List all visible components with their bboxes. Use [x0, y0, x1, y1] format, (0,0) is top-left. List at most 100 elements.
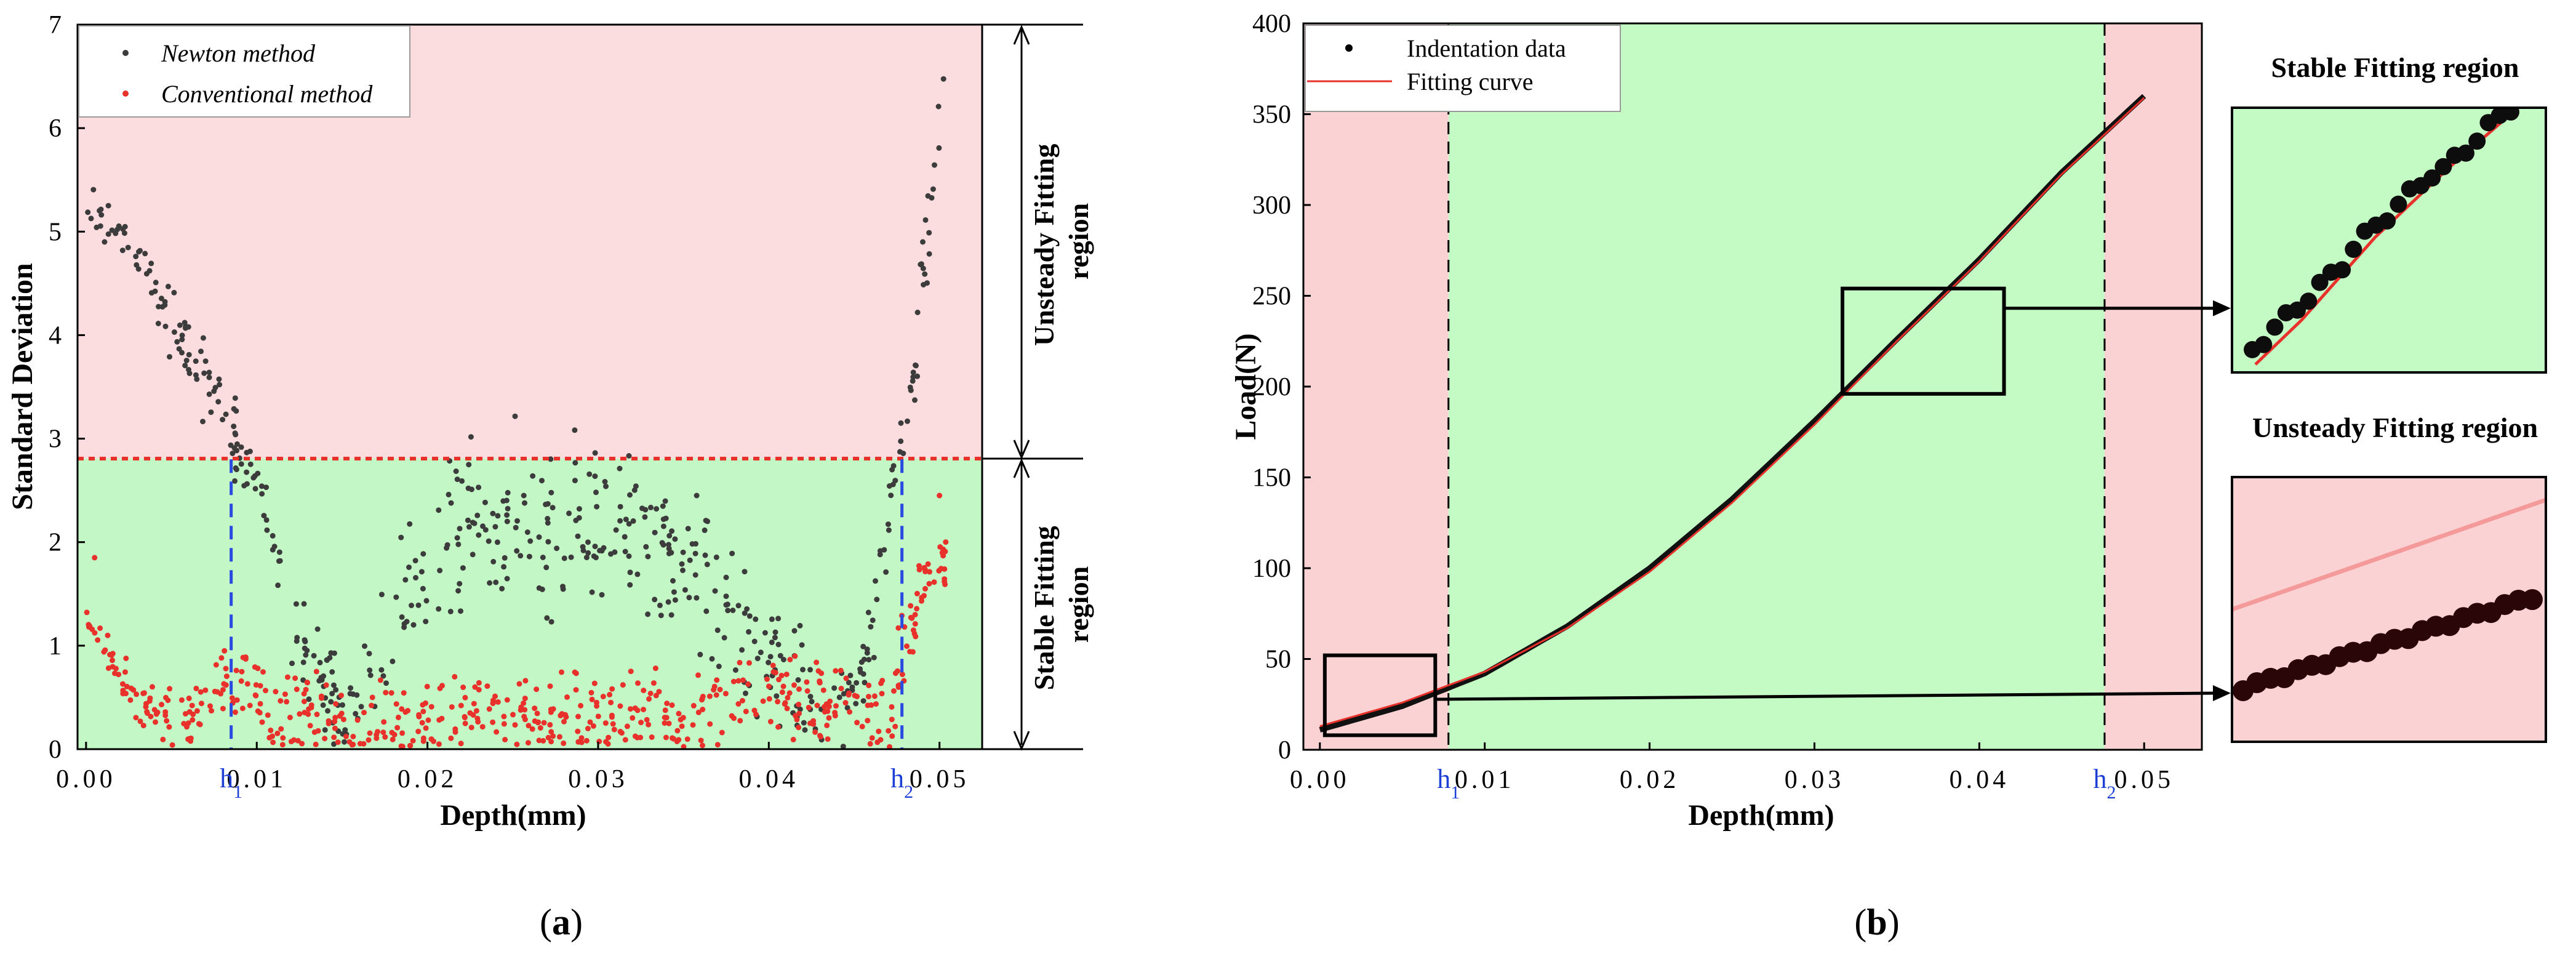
- newton-point: [183, 358, 190, 364]
- newton-point: [860, 671, 866, 677]
- newton-point: [446, 491, 452, 497]
- newton-point: [593, 489, 599, 496]
- newton-point: [216, 376, 222, 382]
- newton-point: [685, 526, 691, 532]
- newton-point: [592, 544, 598, 550]
- conventional-point: [462, 694, 468, 701]
- newton-point: [90, 187, 97, 193]
- conventional-point: [680, 715, 686, 721]
- conventional-point: [346, 739, 353, 745]
- conventional-point: [439, 683, 445, 689]
- h2-label: h2: [890, 763, 913, 802]
- conventional-point: [307, 723, 313, 729]
- conventional-point: [110, 657, 115, 664]
- newton-point: [423, 619, 429, 625]
- conventional-point: [164, 718, 170, 724]
- newton-point: [672, 597, 678, 603]
- newton-point: [505, 505, 511, 512]
- conventional-point: [154, 709, 161, 715]
- conventional-point: [253, 693, 259, 699]
- newton-point: [420, 585, 426, 592]
- newton-point: [753, 616, 759, 622]
- conventional-point: [501, 713, 507, 720]
- conventional-point: [832, 710, 838, 716]
- newton-point: [807, 694, 814, 699]
- conventional-point: [338, 693, 344, 699]
- newton-point: [663, 515, 669, 521]
- conventional-point: [420, 738, 426, 744]
- newton-point: [746, 629, 752, 635]
- conventional-point: [92, 555, 98, 561]
- conventional-point: [374, 735, 380, 741]
- conventional-point: [791, 682, 797, 688]
- conventional-point: [735, 678, 742, 684]
- conventional-point: [166, 724, 172, 730]
- newton-point: [480, 523, 486, 529]
- newton-point: [252, 486, 258, 492]
- newton-point: [455, 541, 462, 547]
- conventional-point: [522, 717, 528, 723]
- inset-stable-point: [2334, 261, 2351, 279]
- newton-point: [775, 641, 782, 648]
- newton-point: [454, 535, 460, 541]
- conventional-point: [729, 713, 735, 719]
- newton-point: [437, 568, 443, 574]
- newton-point: [476, 532, 482, 538]
- conventional-point: [282, 691, 288, 697]
- newton-point: [238, 444, 244, 450]
- conventional-point: [280, 735, 286, 741]
- newton-point: [888, 492, 894, 499]
- conventional-point: [695, 672, 701, 678]
- conventional-point: [892, 723, 898, 729]
- newton-point: [769, 616, 775, 622]
- newton-point: [654, 506, 660, 512]
- newton-point: [572, 478, 578, 484]
- newton-point: [206, 369, 212, 376]
- newton-point: [732, 667, 738, 673]
- newton-point: [436, 606, 442, 612]
- conventional-point: [713, 692, 719, 698]
- newton-point: [135, 266, 142, 272]
- newton-point: [725, 608, 731, 614]
- newton-point: [689, 541, 695, 547]
- newton-point: [482, 499, 488, 505]
- conventional-point: [926, 580, 932, 587]
- inset-stable: [2231, 106, 2547, 374]
- conventional-point: [556, 734, 562, 740]
- conventional-point: [526, 723, 532, 729]
- conventional-point: [218, 655, 225, 661]
- y-tick-label: 0: [49, 736, 62, 764]
- newton-point: [545, 516, 551, 521]
- conventional-point: [909, 615, 915, 621]
- conventional-point: [790, 736, 796, 742]
- conventional-point: [332, 715, 338, 721]
- conventional-point: [937, 544, 943, 550]
- newton-point: [914, 310, 921, 315]
- newton-point: [742, 610, 748, 616]
- conventional-point: [826, 715, 832, 721]
- newton-point: [597, 547, 602, 553]
- newton-point: [179, 337, 185, 342]
- newton-point: [807, 667, 813, 673]
- newton-point: [247, 461, 254, 467]
- conventional-point: [695, 709, 702, 715]
- newton-point: [418, 569, 425, 575]
- conventional-point: [514, 741, 520, 747]
- conventional-point: [743, 709, 749, 715]
- newton-point: [109, 227, 115, 233]
- conventional-point: [796, 686, 802, 692]
- inset-stable-point: [2468, 132, 2486, 150]
- conventional-point: [127, 697, 134, 703]
- conventional-point: [647, 691, 654, 696]
- conventional-point: [428, 736, 434, 742]
- panel-label-b: (b): [1854, 902, 1899, 942]
- newton-point: [754, 656, 761, 662]
- conventional-point: [297, 711, 303, 717]
- conventional-point: [169, 742, 175, 748]
- newton-point: [410, 622, 417, 628]
- newton-point: [548, 456, 554, 462]
- conventional-point: [776, 677, 782, 683]
- conventional-point: [278, 698, 284, 704]
- conventional-point: [806, 704, 812, 710]
- conventional-point: [512, 722, 518, 728]
